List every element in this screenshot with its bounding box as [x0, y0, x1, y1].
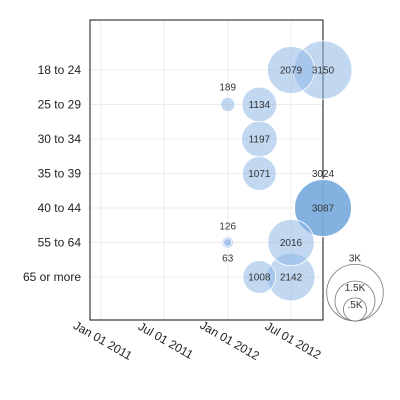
bubble-2016 [267, 218, 315, 267]
bubble-label-3024: 3024 [312, 169, 335, 180]
bubble-label-126: 126 [219, 222, 236, 233]
y-axis-label: 65 or more [23, 270, 81, 284]
bubble-label-189: 189 [219, 82, 236, 93]
bubble-label-2142: 2142 [280, 273, 303, 284]
y-axis-labels: 18 to 24 25 to 29 30 to 34 35 to 39 40 to 44… [23, 63, 81, 284]
bubble-label-1071: 1071 [248, 169, 271, 180]
bubble-label-3087: 3087 [312, 204, 335, 215]
bubble-1008 [242, 260, 277, 294]
y-axis-label: 25 to 29 [38, 98, 82, 112]
x-axis-tick-label: Jan 01 2012 [198, 318, 262, 363]
bubble-2079 [267, 46, 315, 94]
x-axis-labels: Jan 01 2011 Jul 01 2011 Jan 01 2012 Jul 01 … [71, 318, 324, 363]
bubble-label-3150: 3150 [312, 66, 335, 77]
x-axis-tick-label: Jan 01 2011 [71, 318, 135, 363]
bubble-label-2079: 2079 [280, 66, 303, 77]
y-axis-label: 55 to 64 [38, 236, 82, 250]
y-axis-label: 35 to 39 [38, 167, 82, 181]
bubble-label-63: 63 [222, 254, 234, 265]
bubble-label-1134: 1134 [249, 100, 271, 111]
bubble-labels: 2079 3150 189 1134 1197 1071 3024 3087 126 63 2016… [219, 66, 334, 284]
size-legend-label: 1.5K [345, 283, 366, 294]
size-legend-label: 3K [349, 253, 362, 264]
size-legend: 3K 1.5K .5K [326, 253, 384, 322]
bubble-1071 [242, 156, 277, 191]
y-axis-label: 30 to 34 [38, 132, 82, 146]
bubble-189 [220, 96, 236, 113]
bubble-label-1008: 1008 [248, 273, 271, 284]
bubble-label-1197: 1197 [249, 135, 271, 146]
x-axis-tick-label: Jul 01 2012 [263, 319, 324, 362]
bubbles [220, 40, 353, 302]
x-axis-tick-label: Jul 01 2011 [136, 319, 196, 362]
bubble-3024 [294, 179, 352, 237]
bubble-label-2016: 2016 [280, 238, 303, 249]
plot-frame [89, 19, 324, 321]
y-axis-label: 40 to 44 [38, 201, 82, 215]
bubble-63 [223, 237, 233, 248]
size-legend-label: .5K [347, 300, 362, 311]
bubble-1134 [241, 86, 278, 123]
y-axis-label: 18 to 24 [38, 63, 82, 77]
size-legend-circle [343, 297, 367, 322]
